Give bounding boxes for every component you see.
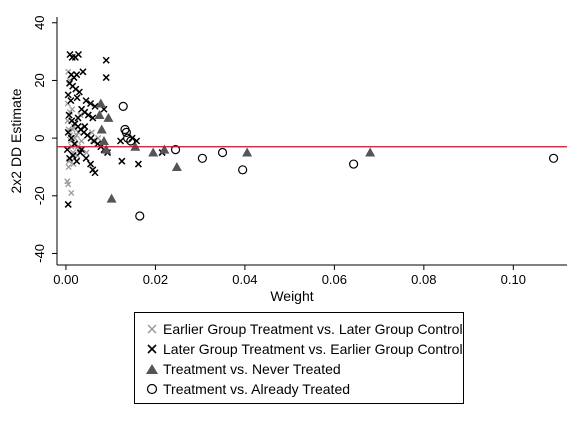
legend-marker-circle [141,379,163,399]
data-point-series-3 [123,133,133,143]
data-point-series-1 [74,114,82,122]
data-point-series-1 [73,94,81,102]
legend-marker-triangle [141,359,163,379]
data-point-series-1 [70,140,78,148]
legend-label: Treatment vs. Already Treated [163,381,351,397]
data-point-series-1 [116,137,125,145]
data-point-series-1 [69,151,77,159]
data-point-series-1 [91,169,99,177]
x-tick-label: 0.10 [501,272,526,287]
data-point-series-1 [82,154,90,162]
x-tick-label: 0.08 [411,272,436,287]
y-tick-label: 40 [32,16,47,30]
data-point-series-1 [87,160,95,168]
data-point-series-2 [103,112,114,122]
data-point-series-2 [159,144,170,154]
data-point-series-3 [126,136,136,146]
data-point-series-2 [101,144,112,154]
data-point-series-1 [64,128,72,136]
legend-item-later-vs-earlier: Later Group Treatment vs. Earlier Group … [141,339,463,359]
legend-item-earlier-vs-later: Earlier Group Treatment vs. Later Group … [141,319,463,339]
legend-marker-x-gray [141,319,163,339]
data-point-series-1 [64,200,72,208]
y-tick-label: -20 [32,186,47,205]
data-point-series-2 [98,136,109,145]
data-point-series-3 [197,153,207,163]
data-point-series-3 [170,145,181,155]
data-point-series-0 [65,181,72,188]
data-point-series-1 [102,74,110,82]
data-point-series-0 [73,132,80,139]
data-point-series-0 [95,135,102,142]
data-point-series-1 [102,56,110,64]
data-point-series-2 [365,147,376,157]
data-point-series-1 [65,111,73,119]
data-point-series-1 [63,146,71,154]
data-point-series-0 [69,126,76,133]
data-point-series-2 [148,147,159,157]
data-point-series-0 [88,129,95,136]
data-point-series-0 [65,163,72,171]
y-tick-label: 0 [32,134,47,141]
data-point-series-2 [171,161,182,171]
data-point-series-2 [242,147,253,157]
data-point-series-0 [69,106,76,113]
data-point-series-2 [96,124,107,134]
data-point-series-1 [79,68,87,76]
data-point-series-0 [83,149,90,156]
data-point-series-0 [78,137,85,145]
x-tick-label: 0.06 [322,272,347,287]
data-point-series-3 [121,127,131,137]
legend-label: Treatment vs. Never Treated [163,361,341,377]
legend-item-never-treated: Treatment vs. Never Treated [141,359,341,379]
x-tick-label: 0.00 [53,272,78,287]
data-point-series-3 [548,153,559,163]
data-point-series-3 [217,147,228,158]
data-point-series-3 [349,159,359,169]
data-point-series-1 [67,97,75,105]
data-point-series-1 [67,134,75,142]
data-point-series-1 [81,123,89,131]
legend-label: Earlier Group Treatment vs. Later Group … [163,321,463,337]
data-point-series-1 [78,146,86,154]
y-tick-label: 20 [32,73,47,87]
data-point-series-1 [84,111,92,119]
data-point-series-2 [95,98,106,108]
data-point-series-1 [91,102,99,110]
data-point-series-1 [118,157,126,165]
x-tick-label: 0.02 [143,272,168,287]
data-point-series-1 [64,91,72,99]
y-tick-label: -40 [32,244,47,263]
data-point-series-3 [238,165,248,175]
data-point-series-2 [94,110,105,120]
data-point-series-1 [74,50,83,59]
data-point-series-1 [87,99,95,108]
data-point-series-1 [82,97,90,105]
data-point-series-1 [89,114,97,122]
legend-label: Later Group Treatment vs. Earlier Group … [163,341,463,357]
data-point-series-1 [134,160,142,168]
data-point-series-0 [68,189,75,196]
y-axis-title: 2x2 DD Estimate [8,88,24,193]
data-point-series-3 [118,101,128,111]
x-axis-title: Weight [270,288,313,304]
data-point-series-2 [106,193,117,203]
x-tick-label: 0.04 [232,272,257,287]
data-point-series-0 [89,137,96,145]
chart-legend: Earlier Group Treatment vs. Later Group … [134,312,464,404]
legend-marker-x-black [141,339,163,359]
data-point-series-1 [73,157,81,165]
data-point-series-1 [73,71,81,79]
data-point-series-1 [75,88,83,96]
data-point-series-3 [135,211,145,221]
legend-item-already-treated: Treatment vs. Already Treated [141,379,350,399]
